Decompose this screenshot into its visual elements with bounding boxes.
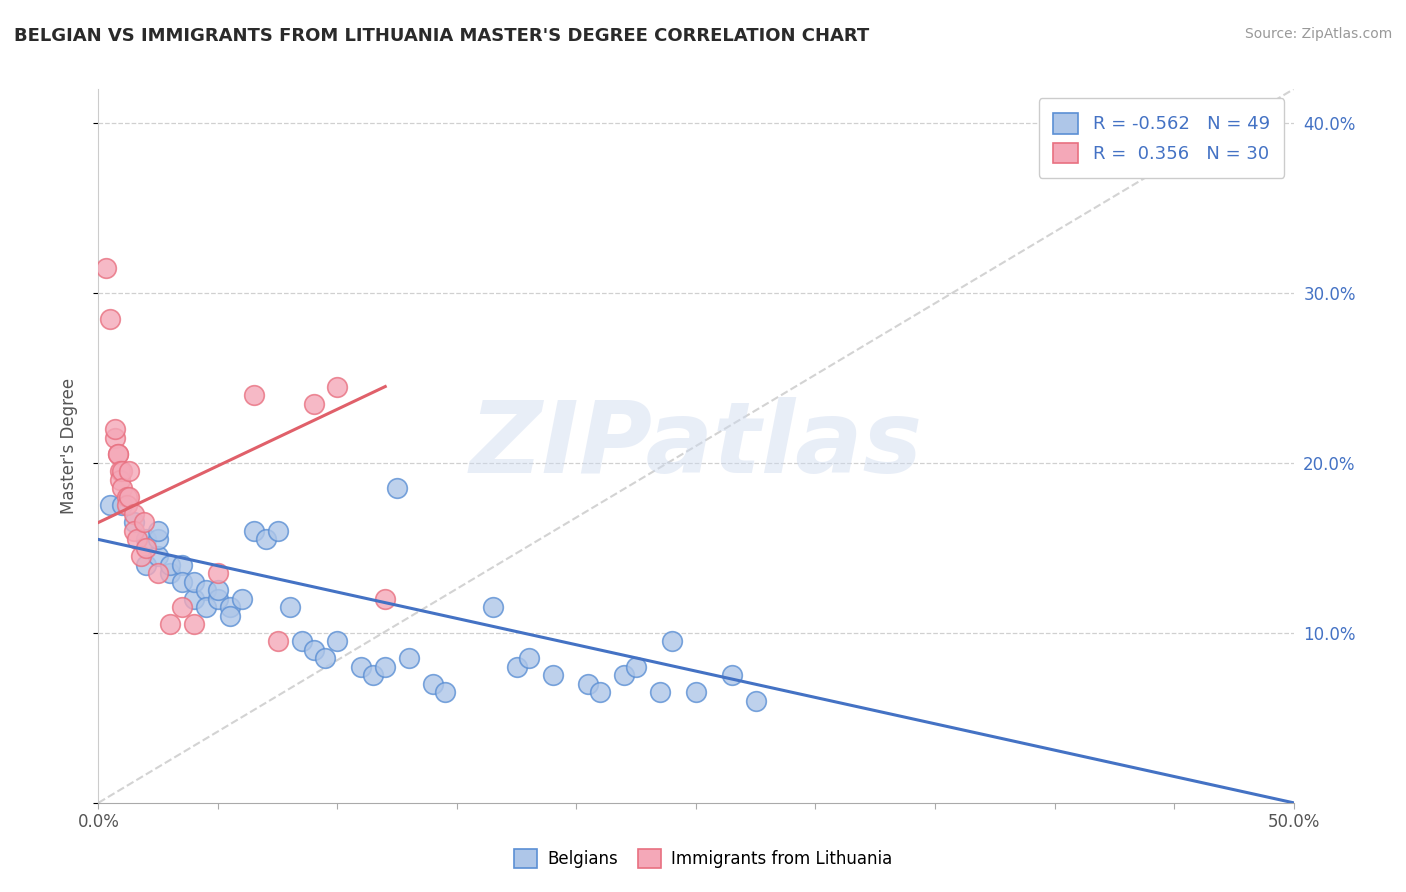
- Point: [278, 600, 301, 615]
- Point: [541, 668, 564, 682]
- Point: [135, 533, 157, 547]
- Point: [398, 651, 420, 665]
- Point: [132, 516, 155, 530]
- Point: [94, 260, 117, 275]
- Point: [108, 465, 131, 479]
- Point: [745, 694, 768, 708]
- Point: [363, 668, 385, 682]
- Point: [98, 311, 122, 326]
- Point: [172, 600, 194, 615]
- Point: [517, 651, 540, 665]
- Point: [576, 677, 599, 691]
- Point: [506, 660, 529, 674]
- Point: [254, 533, 277, 547]
- Point: [104, 430, 127, 444]
- Point: [721, 668, 744, 682]
- Point: [685, 685, 707, 699]
- Point: [350, 660, 373, 674]
- Point: [118, 465, 141, 479]
- Text: BELGIAN VS IMMIGRANTS FROM LITHUANIA MASTER'S DEGREE CORRELATION CHART: BELGIAN VS IMMIGRANTS FROM LITHUANIA MAS…: [14, 27, 869, 45]
- Point: [315, 651, 337, 665]
- Point: [159, 566, 181, 581]
- Point: [374, 660, 396, 674]
- Point: [219, 600, 242, 615]
- Point: [291, 634, 314, 648]
- Point: [111, 482, 134, 496]
- Point: [231, 591, 253, 606]
- Point: [183, 574, 205, 589]
- Point: [159, 558, 181, 572]
- Point: [111, 499, 134, 513]
- Point: [267, 634, 290, 648]
- Point: [172, 574, 194, 589]
- Point: [326, 634, 349, 648]
- Legend: R = -0.562   N = 49, R =  0.356   N = 30: R = -0.562 N = 49, R = 0.356 N = 30: [1039, 98, 1285, 178]
- Point: [433, 685, 456, 699]
- Point: [194, 583, 218, 598]
- Point: [207, 591, 229, 606]
- Point: [148, 549, 170, 564]
- Point: [115, 499, 138, 513]
- Point: [125, 533, 148, 547]
- Point: [98, 499, 122, 513]
- Point: [626, 660, 648, 674]
- Point: [219, 608, 242, 623]
- Y-axis label: Master's Degree: Master's Degree: [59, 378, 77, 514]
- Point: [589, 685, 612, 699]
- Point: [194, 600, 218, 615]
- Point: [107, 448, 129, 462]
- Point: [111, 465, 134, 479]
- Point: [135, 541, 157, 555]
- Point: [302, 643, 325, 657]
- Point: [148, 533, 170, 547]
- Point: [183, 591, 205, 606]
- Legend: Belgians, Immigrants from Lithuania: Belgians, Immigrants from Lithuania: [508, 842, 898, 875]
- Point: [104, 422, 127, 436]
- Point: [148, 524, 170, 538]
- Point: [302, 396, 325, 410]
- Point: [108, 473, 131, 487]
- Point: [172, 558, 194, 572]
- Point: [326, 379, 349, 393]
- Point: [422, 677, 444, 691]
- Point: [613, 668, 636, 682]
- Point: [243, 388, 266, 402]
- Text: ZIPatlas: ZIPatlas: [470, 398, 922, 494]
- Point: [374, 591, 396, 606]
- Point: [118, 490, 141, 504]
- Point: [481, 600, 505, 615]
- Point: [183, 617, 205, 632]
- Point: [207, 583, 229, 598]
- Point: [243, 524, 266, 538]
- Point: [124, 524, 146, 538]
- Text: Source: ZipAtlas.com: Source: ZipAtlas.com: [1244, 27, 1392, 41]
- Point: [207, 566, 229, 581]
- Point: [107, 448, 129, 462]
- Point: [159, 617, 181, 632]
- Point: [131, 549, 153, 564]
- Point: [148, 566, 170, 581]
- Point: [115, 490, 138, 504]
- Point: [267, 524, 290, 538]
- Point: [661, 634, 683, 648]
- Point: [135, 558, 157, 572]
- Point: [124, 516, 146, 530]
- Point: [124, 507, 146, 521]
- Point: [385, 482, 409, 496]
- Point: [648, 685, 672, 699]
